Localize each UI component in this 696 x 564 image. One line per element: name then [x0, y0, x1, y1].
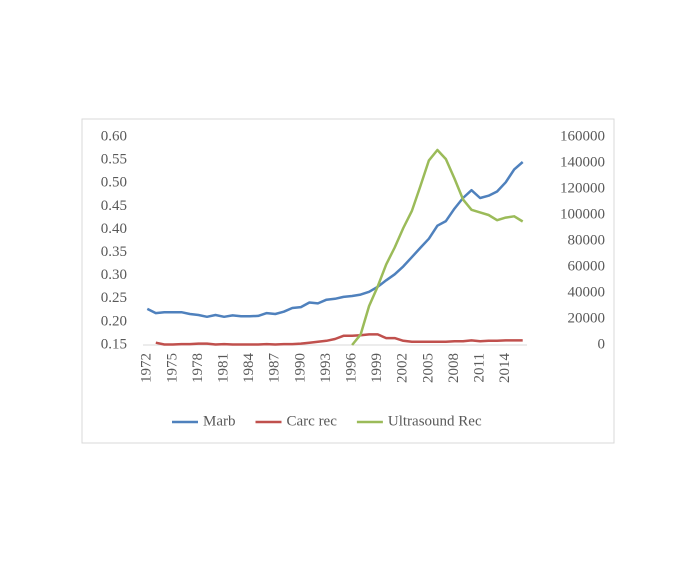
series-line	[351, 148, 524, 346]
y-tick-label: 0.60	[101, 128, 127, 144]
x-tick-label: 1981	[216, 353, 232, 383]
y-tick-label: 0.15	[101, 336, 127, 352]
y-tick-label: 0.20	[101, 313, 127, 329]
legend-label: Ultrasound Rec	[388, 413, 482, 429]
y-tick-label: 0.40	[101, 221, 127, 237]
x-tick-label: 2008	[446, 353, 462, 383]
series-line	[146, 161, 524, 319]
x-tick-label: 1993	[318, 353, 334, 383]
chart-border	[81, 118, 615, 444]
y2-tick-label: 40000	[568, 284, 606, 300]
x-tick-label: 1987	[267, 353, 283, 384]
y-tick-label: 0.35	[101, 244, 127, 260]
y-tick-label: 0.45	[101, 198, 127, 214]
x-tick-label: 2011	[472, 353, 488, 382]
x-tick-label: 1978	[190, 353, 206, 383]
y2-tick-label: 20000	[568, 310, 606, 326]
x-tick-label: 1972	[139, 353, 155, 383]
x-tick-label: 1984	[241, 353, 257, 384]
y2-tick-label: 120000	[560, 180, 605, 196]
y-tick-label: 0.25	[101, 290, 127, 306]
y-tick-label: 0.55	[101, 152, 127, 168]
y2-tick-label: 60000	[568, 258, 606, 274]
x-tick-label: 1975	[164, 353, 180, 383]
x-tick-label: 2014	[497, 352, 513, 383]
x-tick-label: 1999	[369, 353, 385, 383]
y2-tick-label: 80000	[568, 232, 606, 248]
x-tick-label: 1996	[344, 353, 360, 384]
y-tick-label: 0.50	[101, 175, 127, 191]
x-tick-label: 1990	[292, 353, 308, 383]
x-tick-label: 2005	[420, 353, 436, 383]
y2-tick-label: 140000	[560, 154, 605, 170]
y-tick-label: 0.30	[101, 267, 127, 283]
y2-tick-label: 160000	[560, 128, 605, 144]
series-line	[155, 333, 523, 346]
y2-tick-label: 0	[598, 336, 606, 352]
x-tick-label: 2002	[395, 353, 411, 383]
legend-label: Carc rec	[287, 413, 338, 429]
y2-tick-label: 100000	[560, 206, 605, 222]
legend-label: Marb	[203, 413, 236, 429]
